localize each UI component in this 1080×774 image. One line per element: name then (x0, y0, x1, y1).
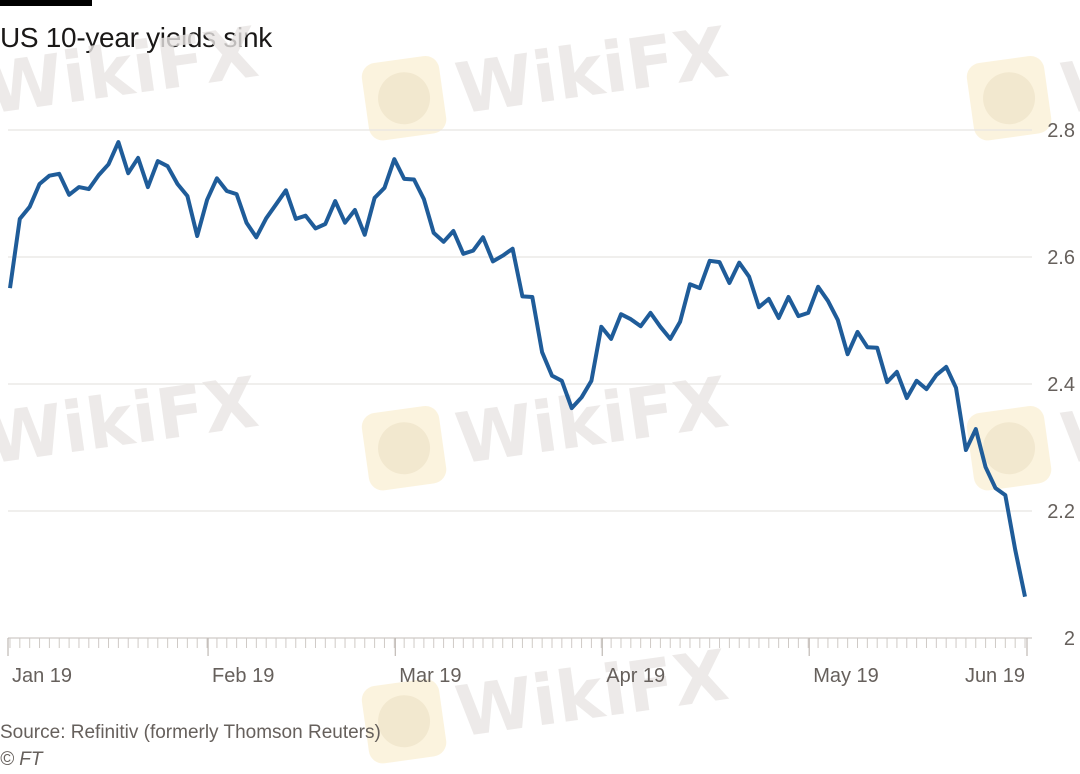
watermark-text: WikiFX (1056, 11, 1080, 130)
watermark-text: WikiFX (451, 634, 733, 753)
series-layer (8, 140, 1027, 598)
watermark-logo-icon (378, 695, 431, 748)
x-axis: Jan 19 Feb 19 Mar 19 Apr 19 May 19 Jun 19 (7, 638, 1028, 687)
x-tick-label: Jan 19 (12, 665, 72, 687)
x-tick-label: Feb 19 (212, 665, 274, 687)
y-tick-label: 2.8 (1047, 120, 1075, 142)
brand-bar (0, 0, 92, 6)
y-tick-label: 2.2 (1047, 501, 1075, 523)
x-tick-label: Mar 19 (399, 665, 461, 687)
x-tick-label: May 19 (813, 665, 879, 687)
watermark-text: WikiFX (0, 361, 263, 480)
y-tick-label: 2.4 (1047, 374, 1075, 396)
watermark-logo-icon (378, 72, 431, 125)
watermark: WikiFX (361, 361, 733, 491)
watermark-logo-icon (983, 422, 1036, 475)
y-axis: 2 2.2 2.4 2.6 2.8 (1047, 120, 1075, 650)
y-tick-label: 2 (1064, 628, 1075, 650)
watermark-text: WikiFX (0, 11, 263, 130)
watermark: WikiFX (0, 11, 263, 130)
source-note: Source: Refinitiv (formerly Thomson Reut… (0, 722, 381, 743)
watermarks: WikiFXWikiFXWikiFXWikiFXWikiFXWikiFXWiki… (0, 11, 1080, 764)
watermark: WikiFX (0, 361, 263, 480)
watermark-logo-icon (378, 422, 431, 475)
chart-title: US 10-year yields sink (0, 22, 272, 53)
watermark-logo-icon (983, 72, 1036, 125)
series-line-us-10y-yield (8, 140, 1027, 598)
x-tick-label: Jun 19 (965, 665, 1025, 687)
x-tick-label: Apr 19 (606, 665, 665, 687)
y-tick-label: 2.6 (1047, 247, 1075, 269)
gridlines (8, 129, 1032, 639)
watermark: WikiFX (361, 11, 733, 141)
watermark: WikiFX (361, 634, 733, 764)
watermark-text: WikiFX (451, 11, 733, 130)
copyright-note: © FT (0, 749, 43, 770)
